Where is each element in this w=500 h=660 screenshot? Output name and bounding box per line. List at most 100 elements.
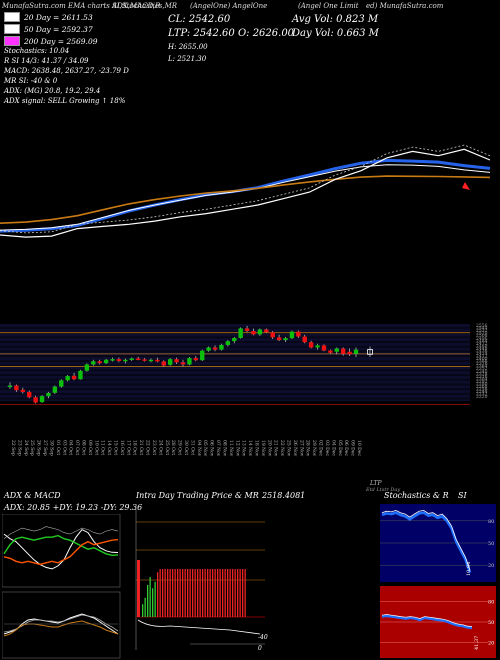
ema-200-swatch (4, 36, 20, 46)
stoch-d-line (381, 509, 471, 571)
intraday-bar (232, 569, 234, 617)
intraday-bar (187, 569, 189, 617)
candle-body (244, 328, 250, 331)
x-tick-label: 09 Dec (350, 440, 356, 456)
candle-body (302, 336, 307, 343)
y-tick-label: 2304 (476, 376, 488, 382)
intraday-bar (219, 569, 221, 617)
intraday-bar (244, 569, 246, 617)
candle-body (232, 337, 237, 342)
stoch-panel-title: Stochastics & R (384, 491, 449, 500)
candle-body (296, 331, 301, 337)
candle-body (340, 348, 346, 354)
intraday-bar (204, 569, 206, 617)
x-tick-label: 25 Nov (286, 440, 292, 457)
stat-mrsi: MR SI: -40 & 0 (4, 77, 58, 85)
candle-body (219, 344, 224, 350)
x-tick-label: 26 Sep (36, 440, 42, 456)
candle-body (116, 359, 122, 362)
x-tick-label: 30 Sep (48, 440, 54, 456)
ohlc-high: H: 2655.00 (168, 43, 208, 51)
candle-body (225, 341, 231, 345)
x-tick-label: 25 Sep (29, 440, 35, 456)
adx-panel-values: ADX: 20.85 +DY: 19.23 -DY: 29.36 (4, 503, 143, 512)
intraday-bar (197, 569, 199, 617)
intraday-bar (172, 569, 174, 617)
ohlc-ltp-open: LTP: 2542.60 O: 2626.00 (168, 28, 295, 39)
y-tick-label: 2400 (476, 356, 488, 362)
candle-body (238, 328, 243, 338)
ohlc-low: L: 2521.30 (168, 55, 207, 63)
x-tick-label: 26 Nov (292, 440, 298, 457)
x-tick-label: 04 Oct (68, 440, 74, 455)
macd-orange-line (3, 620, 119, 637)
adx-frame (2, 514, 121, 588)
intraday-bar (162, 569, 164, 617)
intraday-bar (199, 569, 201, 617)
x-tick-label: 31 Oct (189, 440, 195, 455)
candle-body (78, 370, 83, 380)
y-tick-label: 2388 (476, 359, 488, 365)
y-tick-label: 2316 (476, 374, 488, 380)
x-tick-label: 08 Nov (221, 440, 227, 457)
candle-body (264, 329, 269, 333)
candle-body (347, 351, 352, 355)
x-tick-label: 11 Nov (228, 440, 234, 457)
x-tick-label: 06 Dec (343, 440, 349, 456)
ema-legend-200: 200 Day = 2569.09 (4, 36, 98, 46)
intraday-open-bar (137, 560, 140, 617)
y-tick-label: 2460 (476, 343, 488, 349)
avg-volume: Avg Vol: 0.823 M (292, 14, 379, 25)
x-tick-label: 28 Oct (170, 440, 176, 455)
header-symbol: (AngelOne) AngelOne (190, 2, 268, 10)
y-tick-label: 2424 (476, 351, 488, 357)
x-tick-label: 20 Nov (266, 440, 272, 457)
x-tick-label: 12 Nov (234, 440, 240, 457)
mr-zero-label: 0 (258, 645, 262, 652)
x-tick-label: 23 Oct (151, 440, 157, 455)
y-tick-label: 2244 (476, 389, 488, 395)
intraday-bar (177, 569, 179, 617)
intraday-bar (214, 569, 216, 617)
x-tick-label: 16 Oct (119, 440, 125, 455)
x-tick-label: 01 Oct (55, 440, 61, 455)
y-tick-label: 2412 (476, 354, 488, 360)
intraday-bar (174, 569, 176, 617)
intraday-bar (234, 569, 236, 617)
intraday-bar (192, 569, 194, 617)
x-tick-label: 29 Oct (177, 440, 183, 455)
intraday-bar (149, 577, 151, 617)
intraday-bar (169, 569, 171, 617)
y-tick-label: 2268 (476, 384, 488, 390)
y-tick-label: 2256 (476, 387, 488, 393)
intraday-bar (142, 604, 144, 617)
candle-body (270, 332, 275, 338)
candle-body (200, 350, 205, 361)
y-tick-label: 2520 (476, 331, 488, 337)
x-tick-label: 22 Sep (10, 440, 16, 456)
intraday-bar (229, 569, 231, 617)
intraday-price-line (137, 619, 261, 635)
intraday-bar (242, 569, 244, 617)
candle-body (135, 358, 141, 360)
ema-50-label: 50 Day = 2592.37 (24, 24, 93, 34)
x-tick-label: 18 Oct (132, 440, 138, 455)
x-tick-label: 03 Dec (324, 440, 330, 456)
y-tick-label: 2220 (476, 394, 488, 400)
x-tick-label: 15 Oct (113, 440, 119, 455)
intraday-bar (179, 569, 181, 617)
intraday-bar (202, 569, 204, 617)
x-tick-label: 21 Oct (138, 440, 144, 455)
ema-line-20 (0, 158, 491, 233)
header-company: (Angel One Limit (298, 2, 359, 10)
candle-body (161, 361, 166, 366)
candle-body (155, 359, 160, 362)
candle-body (14, 385, 19, 391)
adx-aux-line (3, 526, 119, 539)
adx-panel (2, 514, 121, 659)
candle-body (129, 358, 134, 360)
intraday-bar (224, 569, 226, 617)
x-tick-label: 05 Nov (202, 440, 208, 457)
intraday-bar (147, 585, 149, 617)
x-tick-label: 23 Sep (16, 440, 22, 456)
